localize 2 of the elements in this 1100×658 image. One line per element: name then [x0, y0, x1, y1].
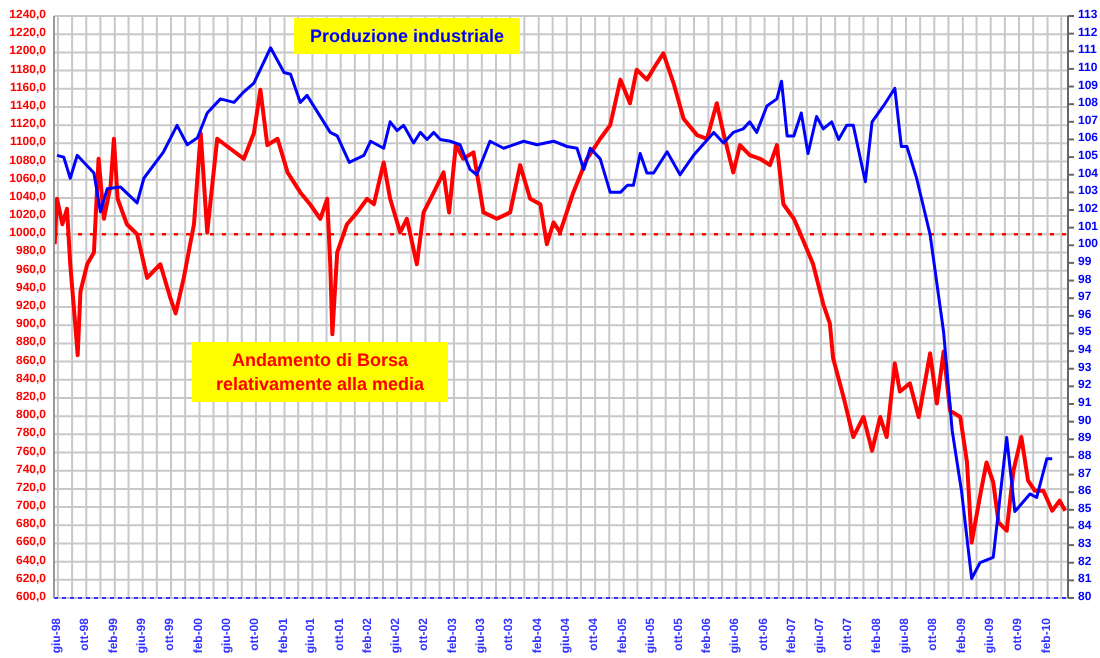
series-label: Produzione industriale	[294, 18, 521, 54]
text: Andamento di Borsa relativamente alla media	[192, 342, 448, 402]
